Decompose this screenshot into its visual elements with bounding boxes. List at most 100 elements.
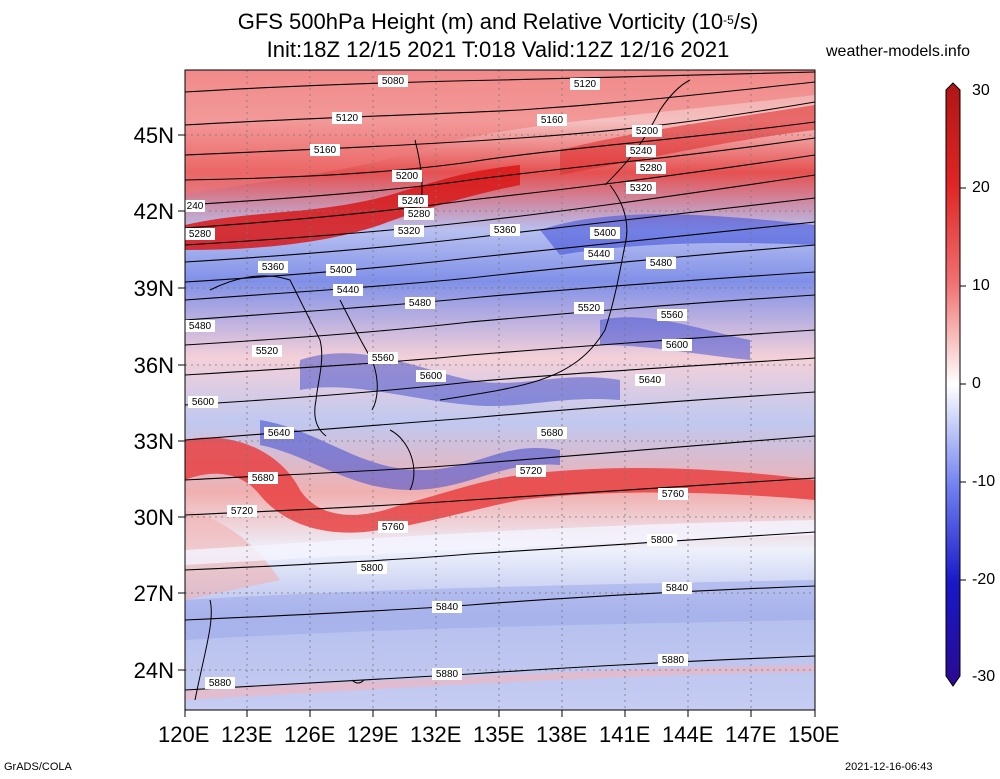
contour-label: 5440 [333,284,363,296]
contour-label: 5640 [264,427,294,439]
svg-text:5400: 5400 [594,228,617,239]
svg-text:240: 240 [187,201,204,212]
lat-label: 27N [133,581,174,606]
contour-label: 5240 [626,145,656,157]
contour-label: 5800 [357,562,387,574]
lat-label: 36N [133,353,174,378]
svg-text:5520: 5520 [578,303,601,314]
figure-subtitle: Init:18Z 12/15 2021 T:018 Valid:12Z 12/1… [266,37,730,62]
svg-text:5640: 5640 [639,375,662,386]
svg-text:5120: 5120 [574,79,597,90]
contour-label: 5680 [537,427,567,439]
svg-text:5800: 5800 [651,535,674,546]
contour-label: 5600 [188,396,218,408]
lat-label: 24N [133,658,174,683]
colorbar [945,82,966,687]
lat-label: 30N [133,505,174,530]
svg-text:5880: 5880 [662,655,685,666]
contour-label: 5840 [662,582,692,594]
lat-label: 42N [133,199,174,224]
svg-text:5320: 5320 [398,226,421,237]
contour-label: 5560 [368,352,398,364]
contour-label: 5680 [248,472,278,484]
contour-label: 240 [185,200,205,212]
svg-text:5360: 5360 [262,262,285,273]
contour-label: 5360 [258,261,288,273]
contour-label: 5600 [416,370,446,382]
contour-label: 5320 [394,225,424,237]
svg-text:5120: 5120 [336,113,359,124]
contour-label: 5440 [584,248,614,260]
contour-label: 5200 [392,170,422,182]
lon-label: 141E [599,722,651,747]
contour-label: 5560 [657,309,687,321]
svg-text:5200: 5200 [636,126,659,137]
contour-label: 5480 [185,320,215,332]
lon-label: 132E [410,722,462,747]
svg-text:5840: 5840 [666,583,689,594]
contour-label: 5400 [326,264,356,276]
svg-text:5640: 5640 [268,428,291,439]
svg-text:5160: 5160 [314,145,337,156]
lon-label: 126E [284,722,336,747]
contour-label: 5280 [404,208,434,220]
svg-text:5240: 5240 [630,146,653,157]
svg-text:5600: 5600 [420,371,443,382]
colorbar-label: 30 [972,82,990,99]
contour-label: 5760 [658,488,688,500]
contour-label: 5880 [658,654,688,666]
colorbar-label: 0 [972,375,981,392]
contour-labels: 5080 5120 5120 5160 5160 5200 5200 5240 … [185,75,692,689]
svg-text:5480: 5480 [189,321,212,332]
lon-label: 138E [536,722,588,747]
svg-text:5480: 5480 [650,258,673,269]
lon-label: 144E [662,722,714,747]
contour-label: 5520 [252,345,282,357]
svg-text:5880: 5880 [209,678,232,689]
svg-text:5280: 5280 [408,209,431,220]
colorbar-label: -30 [972,668,996,685]
map-frame [184,69,816,711]
contour-label: 5360 [490,224,520,236]
svg-text:5840: 5840 [436,602,459,613]
axis-ticks [178,134,816,717]
contour-label: 5200 [632,125,662,137]
contour-label: 5640 [635,374,665,386]
svg-text:5280: 5280 [640,163,663,174]
lon-label: 120E [158,722,210,747]
contour-label: 5720 [516,465,546,477]
svg-text:5280: 5280 [189,229,212,240]
svg-text:5440: 5440 [337,285,360,296]
contour-label: 5760 [378,521,408,533]
svg-text:5880: 5880 [436,669,459,680]
lon-label: 123E [221,722,273,747]
contour-label: 5280 [636,162,666,174]
svg-text:5520: 5520 [256,346,279,357]
svg-text:5720: 5720 [231,506,254,517]
contour-label: 5120 [332,112,362,124]
contour-label: 5120 [570,78,600,90]
colorbar-label: 10 [972,277,990,294]
footer-software: GrADS/COLA [4,761,72,773]
site-credit: weather-models.info [826,43,971,60]
svg-text:5760: 5760 [662,489,685,500]
svg-text:5240: 5240 [402,196,425,207]
svg-text:5440: 5440 [588,249,611,260]
lat-label: 39N [133,276,174,301]
contour-label: 5160 [310,144,340,156]
svg-text:5320: 5320 [630,183,653,194]
contour-label: 5800 [647,534,677,546]
contour-label: 5280 [185,228,215,240]
lat-label: 45N [133,123,174,148]
height-contours [185,71,815,691]
contour-label: 5880 [205,677,235,689]
svg-text:5680: 5680 [252,473,275,484]
colorbar-label: 20 [972,179,990,196]
svg-text:5720: 5720 [520,466,543,477]
svg-text:5600: 5600 [192,397,215,408]
svg-text:5760: 5760 [382,522,405,533]
contour-label: 5400 [590,227,620,239]
svg-text:5360: 5360 [494,225,517,236]
